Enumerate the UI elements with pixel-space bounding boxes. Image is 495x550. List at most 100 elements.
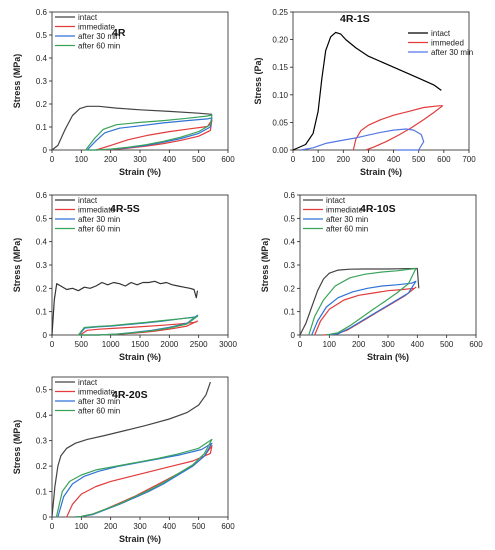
y-tick-label: 0.2 [36,100,48,109]
plot-area-frame [292,11,470,151]
legend-entry: immediate [78,388,115,397]
series-line-intact [299,267,420,336]
legend-entry: immediate [78,23,115,32]
x-tick-label: 400 [163,522,177,531]
legend-entry: after 30 min [326,215,368,224]
y-tick-label: 0.3 [36,437,48,446]
x-tick-label: 0 [291,155,296,164]
x-axis-title: Strain (%) [360,167,402,177]
panel-label: 4R-20S [112,389,148,401]
x-axis-title: Strain (%) [367,352,409,362]
x-tick-label: 500 [412,155,426,164]
x-tick-label: 2500 [190,340,208,349]
y-axis-title: Stress (MPa) [12,238,22,293]
legend-entry: immediate [78,206,115,215]
y-tick-label: 0.1 [36,308,48,317]
series-line-after-30-min [300,128,425,151]
series-line-after-60-min [308,267,417,336]
x-tick-label: 500 [75,340,89,349]
y-tick-label: 0.4 [284,238,296,247]
legend-entry: intact [78,378,98,387]
x-tick-label: 0 [50,522,55,531]
series-line-intact [51,105,212,151]
y-tick-label: 0.5 [36,214,48,223]
y-tick-label: 0 [43,513,48,522]
y-tick-label: 0 [43,146,48,155]
y-tick-label: 0.2 [36,462,48,471]
x-tick-label: 200 [104,522,118,531]
y-tick-label: 0 [43,331,48,340]
legend-entry: immediate [326,206,363,215]
chart-panel-4r: 0 100 200 300 400 500 600 0 0.1 0.2 0.3 0.4 0.5 0.6 St… [12,8,235,177]
series-line-after-60-min [77,315,199,336]
x-tick-label: 600 [221,155,235,164]
x-tick-label: 300 [362,155,376,164]
x-tick-label: 600 [437,155,451,164]
panel-label: 4R-10S [360,203,396,215]
y-axis-title: Stress (MPa) [12,54,22,109]
x-tick-label: 500 [192,522,206,531]
panel-label: 4R-1S [340,13,370,25]
y-tick-label: 0.5 [284,214,296,223]
legend-entry: after 30 min [431,48,473,57]
x-tick-label: 0 [50,155,55,164]
legend-entry: after 60 min [326,225,368,234]
y-tick-label: 0.2 [36,284,48,293]
x-tick-label: 100 [311,155,325,164]
legend-entry: immeded [431,39,464,48]
x-tick-label: 1500 [131,340,149,349]
x-tick-label: 200 [337,155,351,164]
panel-label: 4R [112,27,126,39]
x-tick-label: 500 [440,340,454,349]
legend-entry: intact [431,29,451,38]
x-tick-label: 600 [469,340,483,349]
x-tick-label: 0 [298,340,303,349]
y-axis-title: Stress (MPa) [260,238,270,293]
x-tick-label: 100 [75,155,89,164]
x-tick-label: 300 [133,522,147,531]
y-tick-label: 0.4 [36,54,48,63]
legend-entry: intact [326,196,346,205]
legend-entry: after 30 min [78,215,120,224]
chart-panel-4r-20s: 0 100 200 300 400 500 600 0 0.1 0.2 0.3 0.4 0.5 Strai… [12,376,235,544]
y-tick-label: 0.3 [36,261,48,270]
x-tick-label: 200 [104,155,118,164]
y-tick-label: 0.6 [36,8,48,17]
y-tick-label: 0.15 [272,63,288,72]
legend-entry: intact [78,196,98,205]
y-tick-label: 0.4 [36,238,48,247]
legend-entry: intact [78,13,98,22]
x-tick-label: 400 [387,155,401,164]
series-line-after-30-min [311,280,417,336]
x-axis-title: Strain (%) [119,167,161,177]
series-line-after-60-min [85,114,213,151]
y-tick-label: 0 [291,331,296,340]
x-tick-label: 700 [462,155,476,164]
y-axis-title: Stress (MPa) [12,420,22,475]
legend-entry: after 30 min [78,397,120,406]
x-tick-label: 100 [323,340,337,349]
x-tick-label: 100 [75,522,89,531]
series-line-immeded [352,105,444,151]
chart-panel-4r-1s: 0 100 200 300 400 500 600 700 0.00 0.05 0.10 0.15 0.… [253,8,476,177]
y-tick-label: 0.3 [36,77,48,86]
x-tick-label: 1000 [102,340,120,349]
x-tick-label: 400 [163,155,177,164]
chart-panel-4r-5s: 0 500 1000 1500 2000 2500 3000 0 0.1 0.2 0.3 0.4 0.5… [12,191,237,362]
x-tick-label: 600 [221,522,235,531]
y-tick-label: 0.1 [36,488,48,497]
x-tick-label: 400 [411,340,425,349]
x-tick-label: 2000 [160,340,178,349]
series-line-intact [292,31,442,151]
legend-entry: after 60 min [78,407,120,416]
x-axis-title: Strain (%) [119,534,161,544]
x-tick-label: 300 [381,340,395,349]
y-tick-label: 0.6 [36,191,48,200]
chart-panel-4r-10s: 0 100 200 300 400 500 600 0 0.1 0.2 0.3 0.4 0.5 0.6 St… [260,191,483,362]
legend-entry: after 60 min [78,42,120,51]
